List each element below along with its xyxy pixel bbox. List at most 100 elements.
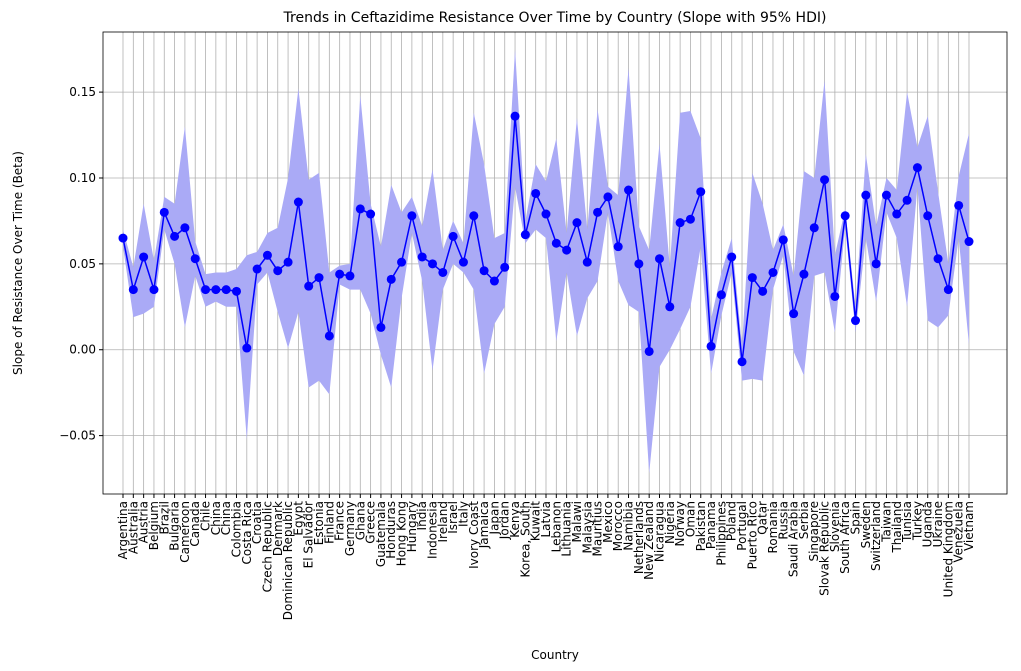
x-tick-label: Kenya [508,501,522,538]
marker [221,285,231,295]
x-tick-label: Guatemala [374,501,388,567]
x-tick-label: Hong Kong [395,501,409,566]
marker [139,252,149,262]
marker [716,290,726,300]
marker [397,257,407,267]
marker [593,207,603,217]
x-tick-label: Puerto Rico [745,501,759,569]
marker [923,211,933,221]
x-tick-label: Malawi [570,501,584,543]
x-tick-label: Austria [137,501,151,543]
marker [964,237,974,247]
marker [820,175,830,185]
x-tick-label: India [415,501,429,530]
x-tick-label: Ivory Coast [467,501,481,569]
chart-title: Trends in Ceftazidime Resistance Over Ti… [283,10,827,26]
y-axis-label: Slope of Resistance Over Time (Beta) [11,151,25,375]
x-tick-label: Venezuela [952,501,966,563]
marker [562,245,572,255]
y-tick-label: 0.15 [69,85,96,99]
x-tick-label: Canada [188,501,202,547]
marker [201,285,211,295]
x-tick-label: Thailand [890,501,904,554]
marker [541,209,551,219]
marker [304,281,314,291]
x-tick-label: Slovak Republic [818,501,832,596]
x-tick-label: Philippines [714,501,728,566]
marker [190,254,200,264]
x-tick-label: Israel [446,501,460,534]
marker [438,267,448,277]
marker [407,211,417,221]
marker [510,111,520,121]
marker [283,257,293,267]
marker [180,223,190,233]
x-tick-label: Lithuania [560,501,574,557]
marker [654,254,664,264]
marker [665,302,675,312]
plot-frame [102,31,1008,495]
marker [159,207,169,217]
x-tick-label: Costa Rica [240,501,254,564]
marker [335,269,345,279]
marker [851,316,861,326]
x-tick-label: Portugal [735,501,749,551]
marker [500,262,510,272]
x-tick-label: Ukraine [931,501,945,547]
marker [768,267,778,277]
x-tick-label: Indonesia [426,501,440,559]
marker [871,259,881,269]
marker [551,238,561,248]
x-tick-label: Panama [704,501,718,549]
marker [345,271,355,281]
marker [943,285,953,295]
x-tick-label: United Kingdom [941,501,955,597]
x-tick-label: Turkey [910,501,924,541]
x-tick-label: Mauritius [591,501,605,556]
marker [644,346,654,356]
x-tick-label: Finland [322,501,336,544]
marker [634,259,644,269]
x-tick-label: Jamaica [477,501,491,549]
x-tick-label: Latvia [539,501,553,538]
marker [954,200,964,210]
x-tick-label: Taiwan [879,501,893,543]
marker [314,273,324,283]
x-tick-label: Estonia [312,501,326,545]
x-tick-label: Tunisia [900,501,914,543]
x-tick-label: Romania [766,501,780,553]
marker [262,250,272,260]
x-tick-label: Sweden [859,501,873,548]
marker [912,163,922,173]
x-tick-label: Dominican Republic [281,501,295,620]
y-tick-label: 0.05 [69,257,96,271]
marker [861,190,871,200]
marker [324,331,334,341]
y-tick-label: −0.05 [59,429,96,443]
marker [231,286,241,296]
y-tick-label: 0.00 [69,343,96,357]
marker [469,211,479,221]
marker [840,211,850,221]
x-tick-label: Japan [487,501,501,535]
marker [706,341,716,351]
marker [448,231,458,241]
marker [799,269,809,279]
x-tick-label: Malaysia [580,501,594,553]
x-tick-label: Belgium [147,501,161,550]
marker [355,204,365,214]
x-tick-label: Norway [673,501,687,547]
marker [428,259,438,269]
x-tick-label: Ireland [436,501,450,543]
x-tick-label: Uganda [921,501,935,547]
marker [376,322,386,332]
marker [293,197,303,207]
x-tick-label: Morocco [611,501,625,551]
marker [417,252,427,262]
x-tick-label: Kuwait [529,501,543,541]
marker [520,230,530,240]
marker [613,242,623,252]
x-tick-label: Lebanon [549,501,563,552]
marker [758,286,768,296]
x-tick-label: Jordan [498,501,512,540]
